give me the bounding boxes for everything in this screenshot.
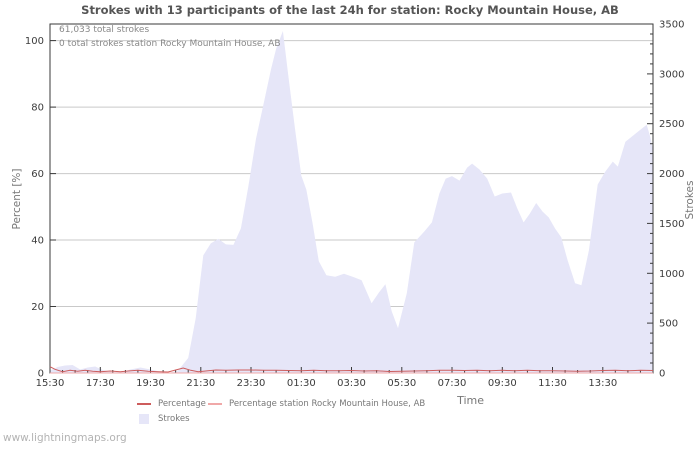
svg-text:100: 100: [25, 36, 44, 47]
svg-text:19:30: 19:30: [136, 378, 165, 389]
svg-text:07:30: 07:30: [438, 378, 467, 389]
legend-label-percentage-station: Percentage station Rocky Mountain House,…: [229, 399, 426, 409]
svg-text:1500: 1500: [659, 219, 684, 230]
legend-item-percentage: Percentage: [137, 399, 206, 409]
svg-text:21:30: 21:30: [186, 378, 215, 389]
watermark: www.lightningmaps.org: [3, 432, 127, 444]
svg-text:05:30: 05:30: [387, 378, 416, 389]
legend-label-percentage: Percentage: [158, 399, 206, 409]
chart-title: Strokes with 13 participants of the last…: [81, 3, 619, 17]
x-tick-labels: 15:30 17:30 19:30 21:30 23:30 01:30 03:30 05:30…: [36, 378, 618, 389]
svg-text:2000: 2000: [659, 169, 684, 180]
y-left-tick-labels: 0 20 40 60 80 100: [25, 36, 44, 379]
svg-text:0: 0: [38, 369, 44, 380]
svg-text:40: 40: [31, 236, 44, 247]
svg-text:09:30: 09:30: [488, 378, 517, 389]
svg-text:15:30: 15:30: [36, 378, 65, 389]
percentage-line-swatch: [137, 403, 151, 405]
svg-text:01:30: 01:30: [287, 378, 316, 389]
percentage-line: [49, 366, 654, 373]
svg-text:2500: 2500: [659, 119, 684, 130]
svg-text:03:30: 03:30: [337, 378, 366, 389]
station-total-strokes-annotation: 0 total strokes station Rocky Mountain H…: [59, 39, 281, 49]
strokes-area-swatch: [139, 414, 149, 424]
svg-text:1000: 1000: [659, 269, 684, 280]
svg-text:3000: 3000: [659, 69, 684, 80]
y-axis-label-strokes: Strokes: [684, 180, 696, 220]
svg-text:11:30: 11:30: [538, 378, 567, 389]
svg-text:80: 80: [31, 103, 44, 114]
y-axis-label-percent: Percent [%]: [11, 168, 23, 230]
svg-text:3500: 3500: [659, 20, 684, 31]
svg-text:0: 0: [659, 369, 665, 380]
legend-label-strokes: Strokes: [158, 414, 190, 424]
svg-text:13:30: 13:30: [588, 378, 617, 389]
svg-text:60: 60: [31, 169, 44, 180]
legend-item-strokes: Strokes: [137, 414, 190, 424]
x-axis-label-time: Time: [457, 394, 484, 407]
strokes-area: [50, 31, 653, 373]
svg-text:23:30: 23:30: [237, 378, 266, 389]
svg-text:20: 20: [31, 302, 44, 313]
percentage-station-line-swatch: [208, 403, 222, 405]
y-right-tick-labels: 0 500 1000 1500 2000 2500 3000 3500: [659, 20, 684, 380]
total-strokes-annotation: 61,033 total strokes: [59, 25, 150, 35]
legend-item-percentage-station: Percentage station Rocky Mountain House,…: [208, 399, 425, 409]
svg-text:500: 500: [659, 319, 678, 330]
svg-text:17:30: 17:30: [86, 378, 115, 389]
